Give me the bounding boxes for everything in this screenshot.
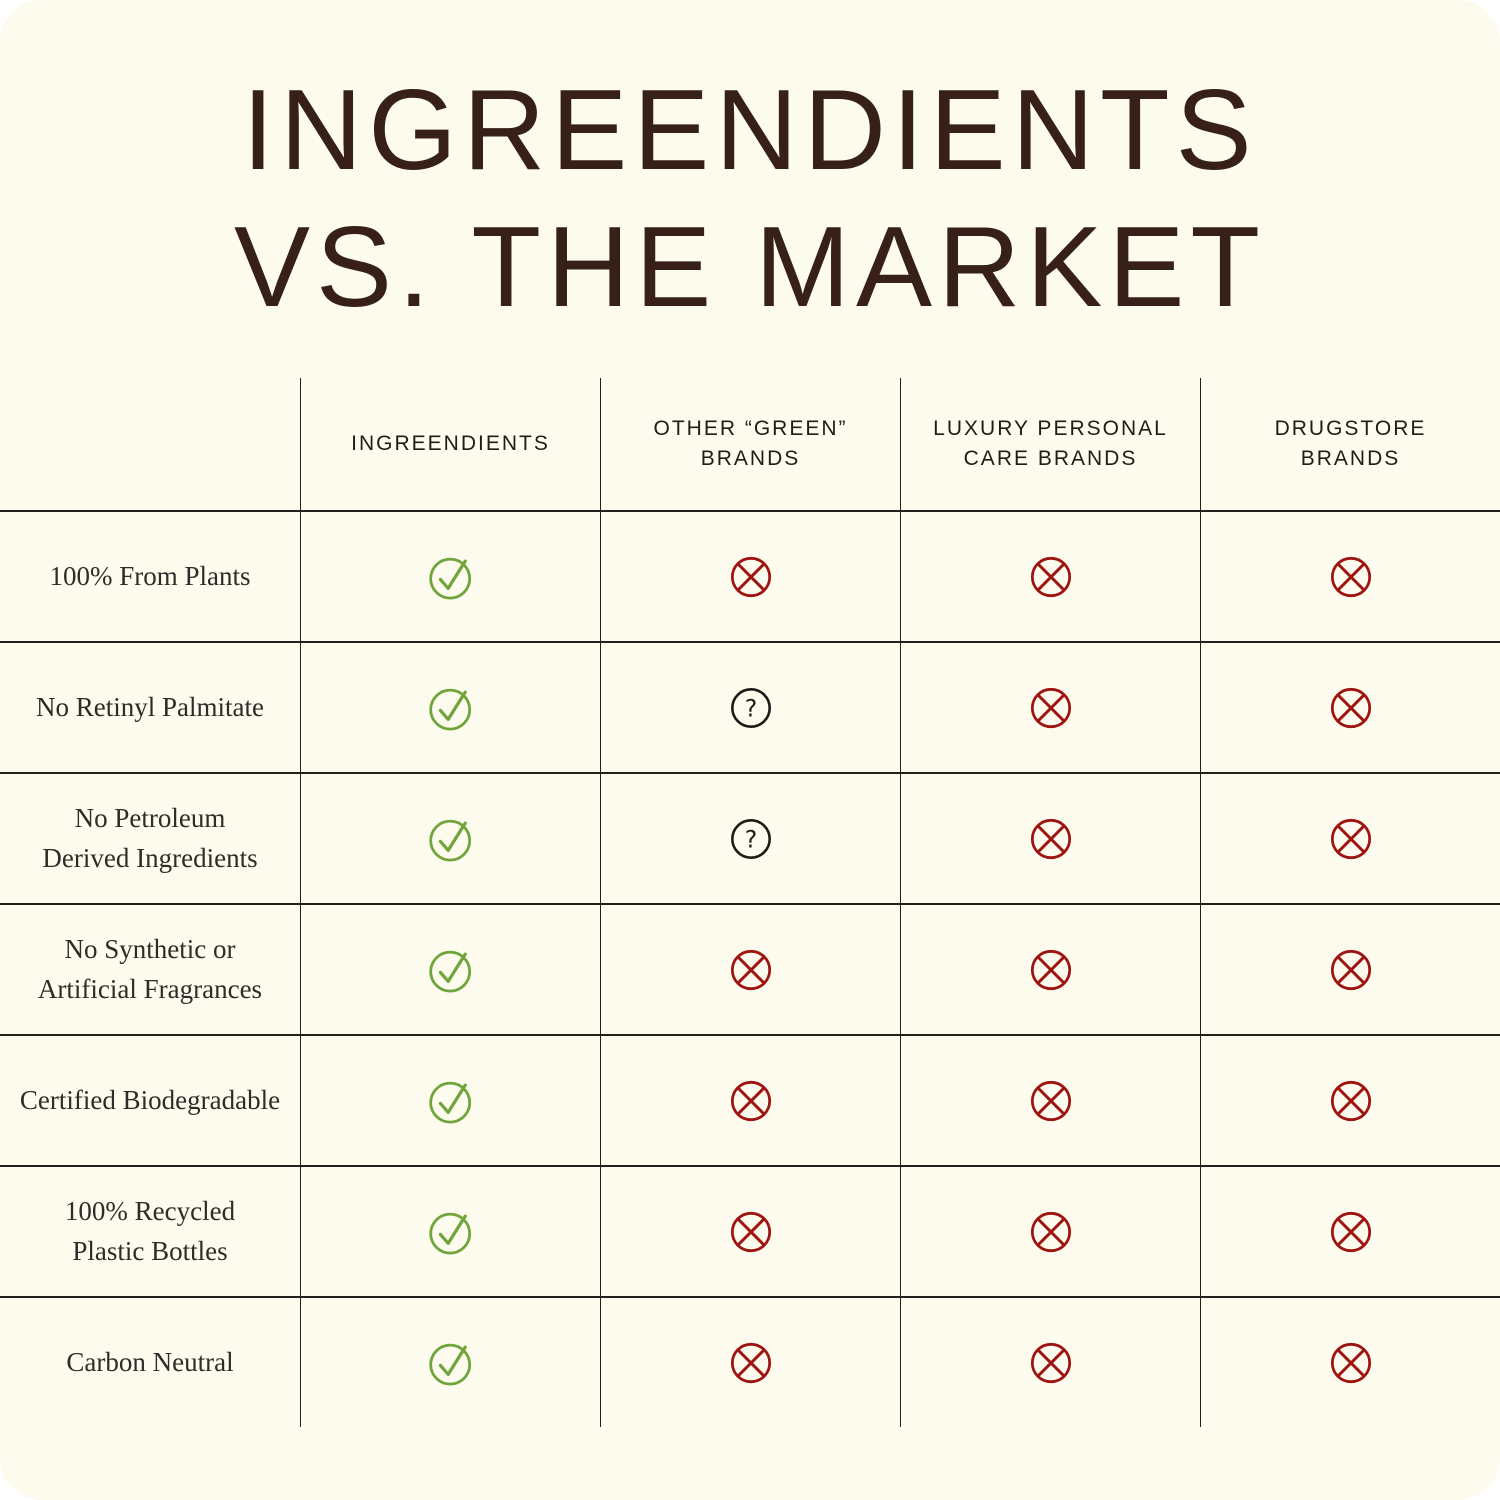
table-cell (300, 772, 600, 903)
table-cell (1200, 772, 1500, 903)
column-header-luxury-personal-care-brands: LUXURY PERSONAL CARE BRANDS (900, 378, 1200, 510)
check-circle-icon (428, 1081, 471, 1124)
column-header-drugstore-brands: DRUGSTORE BRANDS (1200, 378, 1500, 510)
page-title: INGREENDIENTS VS. THE MARKET (0, 0, 1500, 336)
column-header-other-green-brands: OTHER “GREEN” BRANDS (600, 378, 900, 510)
table-cell (900, 1034, 1200, 1165)
table-cell (300, 1296, 600, 1427)
table-cell (1200, 1034, 1500, 1165)
table-cell (600, 510, 900, 641)
row-label: No Petroleum Derived Ingredients (0, 772, 300, 903)
check-circle-icon (428, 1212, 471, 1255)
table-cell (300, 1165, 600, 1296)
page-title-line-2: VS. THE MARKET (233, 204, 1267, 331)
table-cell (1200, 641, 1500, 772)
row-label: Certified Biodegradable (0, 1034, 300, 1165)
x-circle-icon (1330, 1211, 1371, 1252)
row-label: 100% Recycled Plastic Bottles (0, 1165, 300, 1296)
svg-text:?: ? (744, 694, 757, 722)
column-header-ingreendients: INGREENDIENTS (300, 378, 600, 510)
check-circle-icon (428, 950, 471, 993)
table-cell (600, 1034, 900, 1165)
x-circle-icon (1030, 1080, 1071, 1121)
x-circle-icon (1330, 556, 1371, 597)
table-cell: ? (600, 641, 900, 772)
table-cell (600, 903, 900, 1034)
question-circle-icon: ? (730, 818, 771, 859)
x-circle-icon (1030, 949, 1071, 990)
table-cell (600, 1165, 900, 1296)
table-cell (900, 510, 1200, 641)
header-spacer (0, 378, 300, 510)
check-circle-icon (428, 557, 471, 600)
table-cell (1200, 1165, 1500, 1296)
x-circle-icon (730, 949, 771, 990)
table-cell (1200, 1296, 1500, 1427)
table-cell (900, 772, 1200, 903)
row-label: 100% From Plants (0, 510, 300, 641)
table-cell (900, 903, 1200, 1034)
table-cell (300, 1034, 600, 1165)
x-circle-icon (730, 1211, 771, 1252)
question-circle-icon: ? (730, 687, 771, 728)
comparison-table: INGREENDIENTS OTHER “GREEN” BRANDS LUXUR… (0, 378, 1500, 1427)
table-cell (300, 510, 600, 641)
table-cell (900, 1296, 1200, 1427)
table-cell (300, 903, 600, 1034)
table-cell (1200, 903, 1500, 1034)
x-circle-icon (1330, 818, 1371, 859)
row-label: No Synthetic or Artificial Fragrances (0, 903, 300, 1034)
check-circle-icon (428, 688, 471, 731)
x-circle-icon (730, 1080, 771, 1121)
x-circle-icon (1330, 687, 1371, 728)
x-circle-icon (730, 1342, 771, 1383)
table-cell (900, 1165, 1200, 1296)
x-circle-icon (1030, 1342, 1071, 1383)
check-circle-icon (428, 819, 471, 862)
row-label: No Retinyl Palmitate (0, 641, 300, 772)
x-circle-icon (1330, 949, 1371, 990)
x-circle-icon (1030, 556, 1071, 597)
x-circle-icon (1330, 1080, 1371, 1121)
table-cell (900, 641, 1200, 772)
page-title-line-1: INGREENDIENTS (242, 67, 1258, 194)
x-circle-icon (1030, 1211, 1071, 1252)
check-circle-icon (428, 1343, 471, 1386)
row-label: Carbon Neutral (0, 1296, 300, 1427)
table-cell: ? (600, 772, 900, 903)
table-cell (300, 641, 600, 772)
x-circle-icon (730, 556, 771, 597)
x-circle-icon (1330, 1342, 1371, 1383)
svg-text:?: ? (744, 825, 757, 853)
x-circle-icon (1030, 687, 1071, 728)
x-circle-icon (1030, 818, 1071, 859)
table-cell (1200, 510, 1500, 641)
table-cell (600, 1296, 900, 1427)
